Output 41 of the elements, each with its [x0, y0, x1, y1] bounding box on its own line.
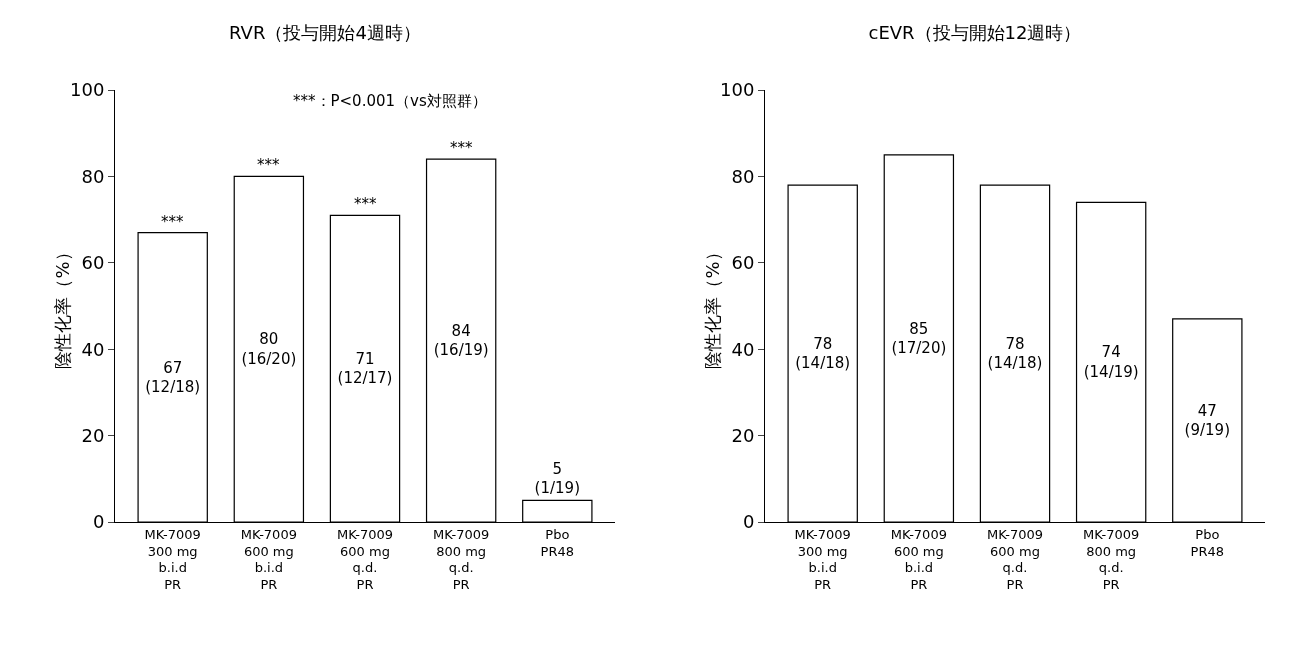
y-axis-title: 陰性化率（%） — [702, 243, 723, 369]
annotation: ***：P<0.001（vs対照群） — [293, 92, 487, 110]
annotation: *** — [450, 139, 473, 157]
x-tick-label: MK-7009 800 mg q.d. PR — [433, 526, 490, 593]
data-label: 5 (1/19) — [534, 459, 580, 498]
y-tick-label: 20 — [731, 424, 755, 446]
data-label: 71 (12/17) — [337, 349, 393, 388]
data-label: 84 (16/19) — [433, 321, 489, 360]
y-tick-label: 40 — [731, 338, 755, 360]
data-label: 80 (16/20) — [241, 330, 297, 368]
data-label: 78 (14/18) — [987, 334, 1043, 373]
data-label: 85 (17/20) — [891, 319, 947, 358]
data-label: 78 (14/18) — [795, 334, 851, 373]
y-tick-label: 60 — [81, 252, 105, 274]
y-tick-label: 100 — [70, 79, 105, 101]
y-tick-label: 80 — [731, 165, 755, 187]
y-tick-label: 100 — [720, 79, 755, 101]
annotation: *** — [354, 195, 377, 213]
annotation: *** — [257, 156, 280, 174]
x-tick-label: MK-7009 600 mg b.i.d PR — [240, 526, 297, 593]
data-label: 74 (14/19) — [1083, 343, 1139, 381]
y-tick-label: 80 — [81, 165, 105, 187]
x-tick-label: Pbo PR48 — [1190, 526, 1225, 559]
chart-title: RVR（投与開始4週時） — [229, 21, 421, 43]
y-tick-label: 0 — [742, 511, 755, 533]
x-tick-label: MK-7009 600 mg q.d. PR — [336, 526, 394, 593]
x-tick-label: MK-7009 800 mg q.d. PR — [1083, 526, 1140, 593]
y-tick-label: 60 — [731, 252, 755, 274]
y-axis-title: 陰性化率（%） — [52, 243, 73, 369]
chart-title: cEVR（投与開始12週時） — [868, 21, 1082, 43]
x-tick-label: Pbo PR48 — [540, 526, 575, 559]
y-tick-label: 20 — [81, 424, 105, 446]
y-tick-label: 40 — [81, 338, 105, 360]
data-label: 67 (12/18) — [145, 358, 201, 397]
x-tick-label: MK-7009 300 mg b.i.d PR — [144, 526, 201, 593]
data-label: 47 (9/19) — [1184, 401, 1230, 440]
x-tick-label: MK-7009 300 mg b.i.d PR — [794, 526, 851, 593]
annotation: *** — [161, 213, 184, 231]
x-tick-label: MK-7009 600 mg q.d. PR — [986, 526, 1044, 593]
x-tick-label: MK-7009 600 mg b.i.d PR — [890, 526, 947, 593]
y-tick-label: 0 — [92, 511, 105, 533]
